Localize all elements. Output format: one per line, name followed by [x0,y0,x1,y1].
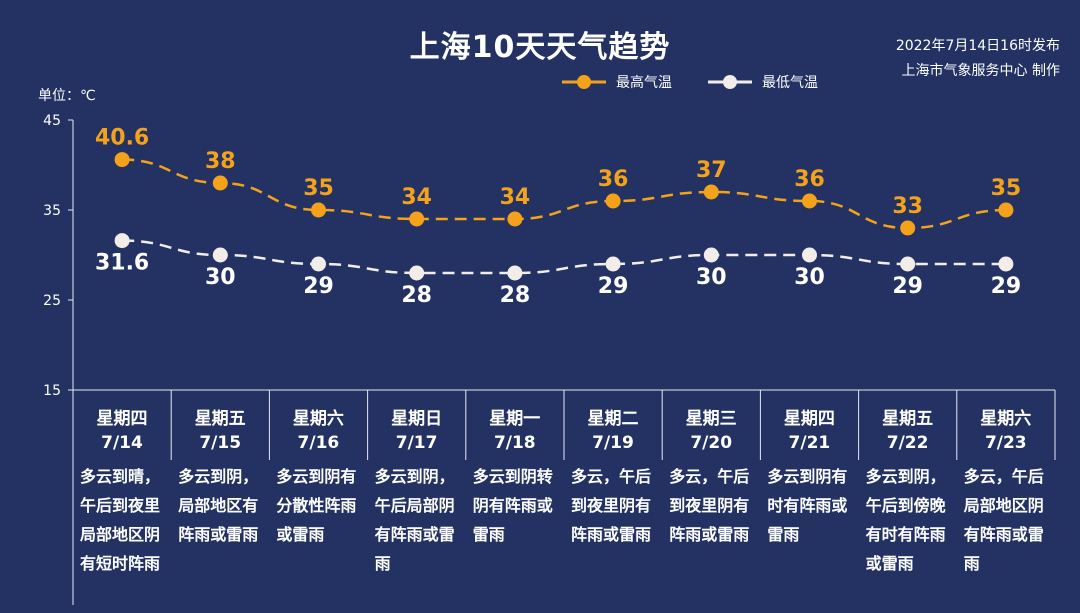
day-forecast-desc: 多云到阴有分散性阵雨或雷雨 [276,467,357,544]
day-weekday: 星期日 [391,409,443,429]
low-temp-point [212,247,228,263]
low-temp-label: 30 [696,265,727,290]
low-temp-label: 31.6 [95,251,149,276]
day-weekday: 星期一 [489,409,541,429]
low-temp-label: 28 [500,283,531,308]
low-temp-point [507,265,523,281]
high-temp-label: 35 [991,176,1022,201]
day-date: 7/20 [690,433,733,453]
low-temp-label: 29 [598,274,629,299]
high-temp-label: 33 [892,194,923,219]
low-temp-point [605,256,621,272]
low-temp-point [311,256,326,272]
high-temp-point [409,211,425,227]
day-forecast-desc: 多云到阴转阴有阵雨或雷雨 [472,467,553,544]
low-temp-label: 30 [794,265,825,290]
publish-date: 2022年7月14日16时发布 [895,38,1060,54]
low-temp-label: 28 [401,283,432,308]
high-temp-point [998,202,1014,218]
high-temp-point [802,193,817,209]
high-temp-label: 36 [598,167,629,192]
high-temp-label: 34 [401,185,432,210]
high-temp-point [212,175,228,191]
high-temp-label: 34 [500,185,531,210]
high-temp-label: 40.6 [95,126,149,151]
low-temp-point [409,265,425,281]
y-tick-label: 15 [43,383,61,399]
day-weekday: 星期三 [685,409,737,429]
high-temp-point [507,211,523,227]
day-weekday: 星期四 [783,409,835,429]
low-temp-point [998,256,1014,272]
high-temp-line [122,158,1006,230]
day-forecast-desc: 多云到阴，午后到傍晚有时有阵雨或雷雨 [865,467,946,573]
day-weekday: 星期五 [882,409,934,429]
high-temp-point [311,202,326,218]
y-tick-label: 35 [43,203,61,219]
high-temp-label: 37 [696,158,727,183]
y-tick-label: 45 [43,113,61,129]
day-date: 7/15 [199,433,242,453]
day-weekday: 星期二 [587,409,639,429]
publisher: 上海市气象服务中心 制作 [901,63,1060,79]
chart-title: 上海10天天气趋势 [409,30,671,65]
day-date: 7/14 [101,433,143,453]
day-forecast-desc: 多云，午后到夜里阴有阵雨或雷雨 [669,467,750,544]
y-tick-label: 25 [43,293,61,309]
day-forecast-desc: 多云，午后到夜里阴有阵雨或雷雨 [571,467,652,544]
high-temp-label: 38 [205,149,236,174]
low-temp-line [122,239,1006,275]
day-forecast-desc: 多云到阴有时有阵雨或雷雨 [767,467,848,544]
legend-high: 最高气温 [562,72,672,92]
day-date: 7/19 [592,433,634,453]
day-date: 7/16 [297,433,340,453]
low-temp-point [703,247,719,263]
low-temp-label: 29 [892,274,923,299]
day-forecast-desc: 多云到晴，午后到夜里局部地区阴有短时阵雨 [80,467,161,573]
low-temp-label: 29 [991,274,1022,299]
day-date: 7/23 [984,433,1027,453]
day-weekday: 星期六 [980,409,1032,429]
unit-label: 单位：℃ [38,88,96,104]
day-date: 7/18 [493,433,536,453]
legend-high-marker [562,75,606,89]
low-temp-point [802,247,817,263]
legend-low-label: 最低气温 [762,75,818,91]
low-temp-point [900,256,916,272]
day-forecast-desc: 多云，午后局部地区阴有阵雨或雷雨 [963,467,1044,573]
high-temp-point [605,193,621,209]
day-weekday: 星期四 [96,409,148,429]
day-forecast-desc: 多云到阴，局部地区有阵雨或雷雨 [178,467,259,544]
legend-low-marker [708,75,752,89]
low-temp-label: 29 [303,274,334,299]
high-temp-label: 36 [794,167,825,192]
low-temp-point [114,233,130,249]
high-temp-point [703,184,719,200]
day-weekday: 星期五 [194,409,246,429]
publish-info: 2022年7月14日16时发布 上海市气象服务中心 制作 [896,34,1060,84]
legend-low: 最低气温 [708,72,818,92]
low-temp-label: 30 [205,265,236,290]
legend-high-label: 最高气温 [616,75,672,91]
day-weekday: 星期六 [292,409,344,429]
day-date: 7/17 [395,433,438,453]
high-temp-point [114,152,130,168]
day-date: 7/21 [788,433,831,453]
high-temp-label: 35 [303,176,334,201]
day-date: 7/22 [886,433,929,453]
day-forecast-desc: 多云到阴，午后局部阴有阵雨或雷雨 [374,467,455,573]
high-temp-point [900,220,916,236]
